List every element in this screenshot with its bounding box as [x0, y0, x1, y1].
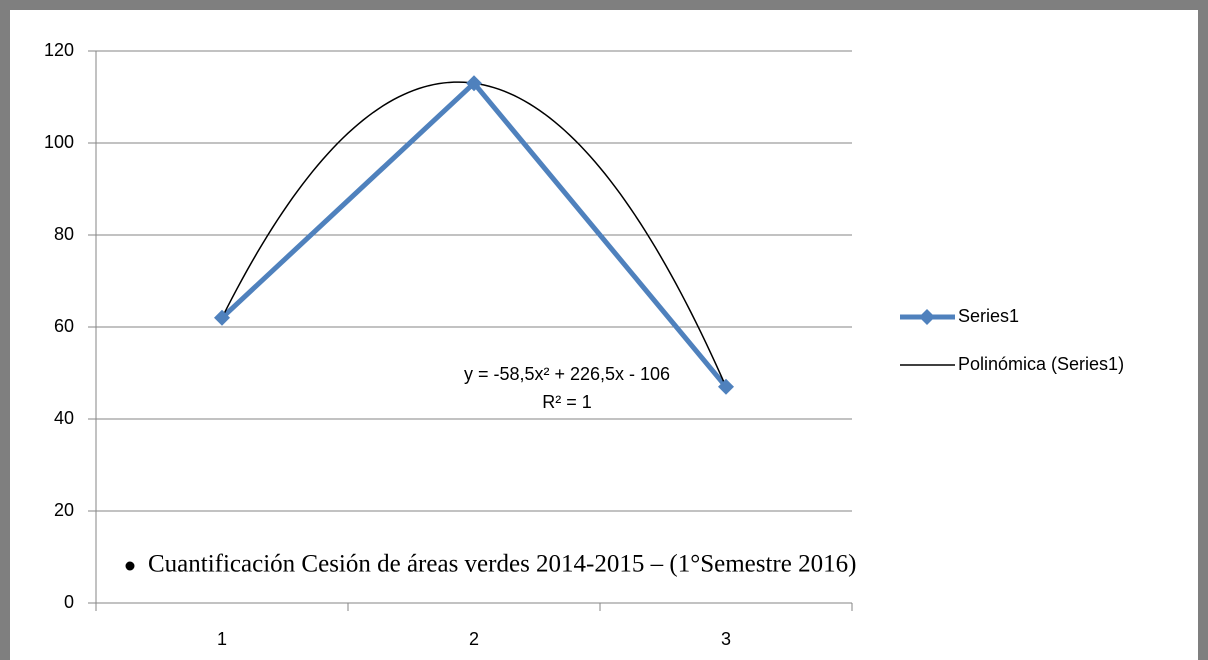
marker: [466, 75, 482, 92]
legend-label: Polinómica (Series1): [958, 354, 1124, 374]
legend-marker: [919, 309, 935, 325]
y-tick-label: 40: [54, 408, 74, 428]
marker: [718, 378, 734, 395]
x-tick-label: 2: [469, 629, 479, 649]
bullet: [125, 561, 135, 571]
y-tick-label: 80: [54, 224, 74, 244]
y-tick-label: 120: [44, 40, 74, 60]
marker: [214, 309, 230, 326]
trend-r2: R² = 1: [542, 392, 592, 412]
y-tick-label: 0: [64, 592, 74, 612]
bullet-text: Cuantificación Cesión de áreas verdes 20…: [148, 551, 856, 578]
legend-label: Series1: [958, 306, 1019, 326]
plot: 0 20 40 60 80 100 120 1 2 3 Series1 Polinómica (Ser…: [44, 40, 1124, 649]
y-tick-label: 60: [54, 316, 74, 336]
x-tick-label: 3: [721, 629, 731, 649]
y-tick-label: 100: [44, 132, 74, 152]
trend-equation: y = -58,5x² + 226,5x - 106: [464, 364, 670, 384]
y-tick-label: 20: [54, 500, 74, 520]
x-tick-label: 1: [217, 629, 227, 649]
